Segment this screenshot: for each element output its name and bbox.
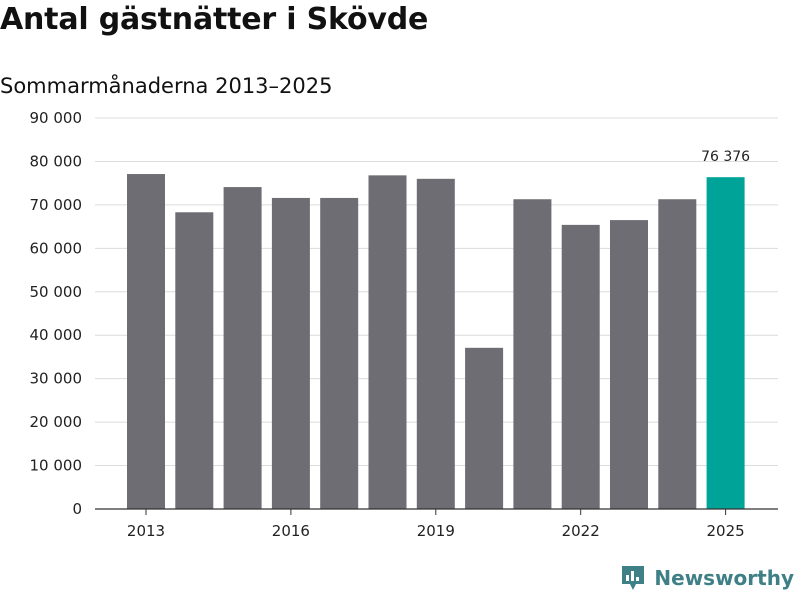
x-tick-label: 2019	[417, 522, 455, 540]
newsworthy-logo: Newsworthy	[620, 564, 794, 592]
bar-2017	[320, 197, 359, 509]
y-tick-label: 0	[72, 500, 82, 518]
bar-2014	[175, 212, 214, 509]
y-tick-label: 20 000	[30, 413, 83, 431]
bars	[127, 174, 745, 510]
data-labels: 76 376	[701, 149, 750, 165]
bar-2021	[513, 199, 552, 510]
y-tick-label: 60 000	[30, 239, 83, 257]
bar-chart-bubble-icon	[622, 566, 645, 590]
bar-2024	[658, 199, 697, 510]
x-tick-label: 2013	[127, 522, 165, 540]
y-tick-label: 30 000	[30, 370, 83, 388]
y-tick-label: 50 000	[30, 283, 83, 301]
y-tick-label: 80 000	[30, 152, 83, 170]
bar-2022	[561, 224, 600, 509]
highlight-value-label: 76 376	[701, 149, 750, 165]
y-tick-label: 40 000	[30, 326, 83, 344]
bar-2013	[127, 174, 165, 509]
chart-subtitle: Sommarmånaderna 2013–2025	[0, 74, 333, 98]
bar-2025	[706, 177, 745, 509]
bar-2019	[416, 178, 455, 510]
bar-2023	[610, 220, 648, 509]
bar-2015	[223, 187, 262, 509]
y-tick-label: 90 000	[30, 109, 83, 127]
x-axis: 2013 2016 2019 2022 2025	[95, 508, 778, 540]
x-tick-label: 2025	[707, 522, 745, 540]
bar-2018	[368, 175, 407, 509]
bar-2016	[271, 197, 310, 509]
x-tick-label: 2016	[272, 522, 310, 540]
y-tick-label: 70 000	[30, 196, 83, 214]
y-axis-ticks: 0 10 000 20 000 30 000 40 000 50 000 60 000 70 …	[30, 109, 83, 518]
bar-2020	[465, 347, 504, 509]
x-tick-label: 2022	[562, 522, 600, 540]
brand-name: Newsworthy	[654, 566, 794, 590]
y-tick-label: 10 000	[30, 457, 83, 475]
chart-title: Antal gästnätter i Skövde	[0, 2, 429, 37]
